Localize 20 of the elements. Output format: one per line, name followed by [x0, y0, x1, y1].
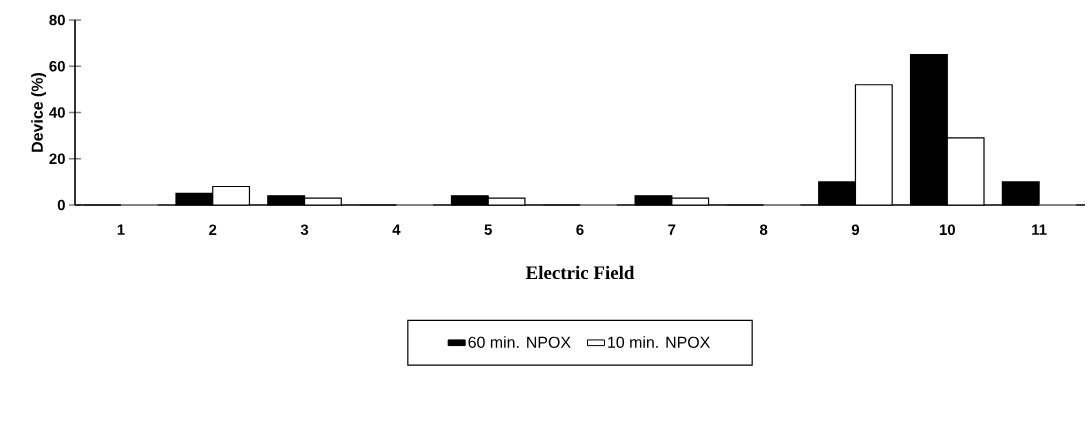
x-tick-label: 10 [939, 224, 955, 236]
legend-label: 60 min. NPOX [468, 336, 571, 348]
y-tick-label: 20 [49, 153, 65, 165]
y-axis-title: Device (%) [31, 73, 47, 152]
x-tick-label: 4 [392, 224, 401, 235]
x-tick-label: 11 [1032, 224, 1047, 235]
x-tick-label: 8 [759, 224, 768, 236]
legend-label: 10 min. NPOX [608, 336, 710, 348]
y-tick-label: 80 [49, 14, 65, 26]
x-tick-label: 7 [668, 224, 676, 235]
x-tick-label: 6 [576, 224, 584, 236]
y-tick-label: 0 [57, 199, 65, 211]
x-tick-label: 9 [851, 224, 860, 236]
x-tick-label: 2 [209, 224, 217, 235]
y-tick-label: 60 [49, 60, 65, 72]
x-tick-label: 3 [300, 224, 309, 236]
x-axis-title: Electric Field [525, 265, 635, 280]
x-tick-label: 5 [484, 224, 492, 235]
y-tick-label: 40 [49, 107, 65, 118]
x-tick-label: 1 [117, 224, 125, 235]
